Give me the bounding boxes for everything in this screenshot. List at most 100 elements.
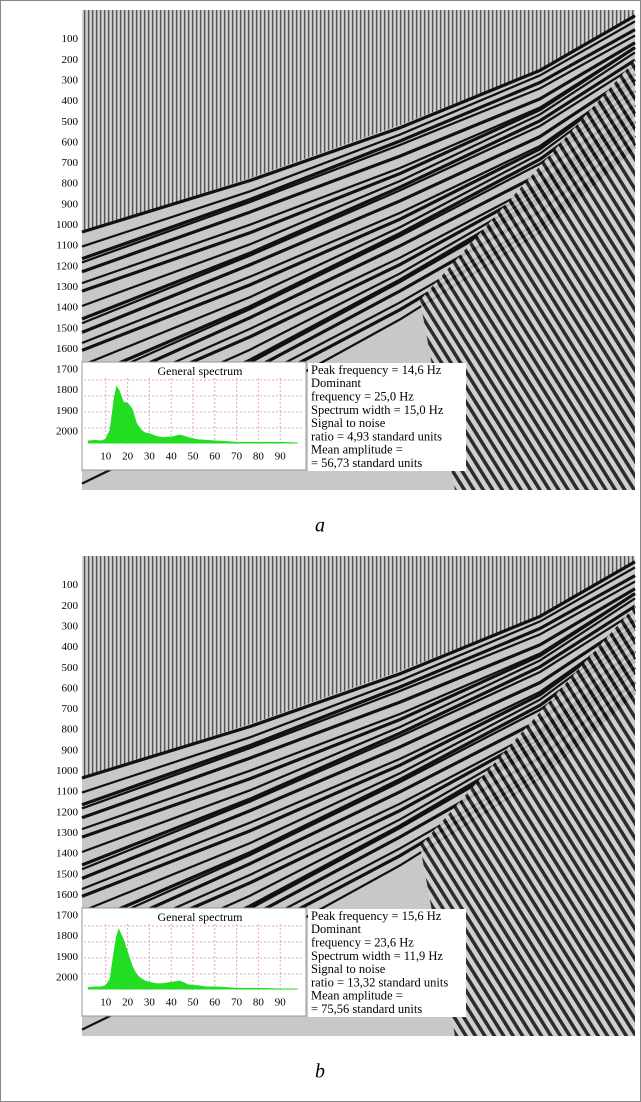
reflector [81,14,636,234]
depth-tick-label: 1100 [56,240,78,252]
depth-tick-label: 500 [62,116,79,128]
reflector [81,72,636,334]
reflector [81,51,636,308]
depth-tick-label: 1800 [56,930,79,942]
depth-tick-label: 1900 [56,951,79,963]
reflector [81,34,636,264]
dipping-events [420,60,635,490]
depth-tick-label: 100 [62,33,79,45]
reflector [81,628,636,913]
reflector [81,82,636,367]
stat-line: Dominant [311,922,362,936]
stat-line: frequency = 25,0 Hz [311,389,414,403]
stat-line: frequency = 23,6 Hz [311,935,414,949]
depth-tick-label: 500 [62,662,79,674]
reflector [81,592,636,839]
stat-line: Dominant [311,376,362,390]
dipping-events [420,606,635,1036]
x-tick-label: 70 [231,451,243,463]
depth-tick-label: 900 [62,744,79,756]
x-tick-label: 20 [122,997,134,1009]
reflector [81,58,636,321]
reflector [81,624,636,891]
spectrum-area [87,928,298,990]
depth-tick-label: 200 [62,600,79,612]
depth-tick-label: 1800 [56,384,79,396]
depth-tick-label: 600 [62,682,79,694]
caption: b [315,1061,325,1083]
spectrum-title: General spectrum [158,364,244,378]
reflector [81,28,636,261]
depth-tick-label: 1500 [56,868,79,880]
reflector [81,604,636,867]
x-tick-label: 10 [100,451,112,463]
depth-tick-label: 400 [62,95,79,107]
depth-tick-label: 1200 [56,806,79,818]
x-tick-label: 50 [188,997,200,1009]
depth-tick-label: 1100 [56,786,78,798]
x-tick-label: 90 [275,997,287,1009]
reflector [81,65,636,325]
depth-tick-label: 800 [62,178,79,190]
depth-tick-label: 400 [62,641,79,653]
stat-line: Spectrum width = 11,9 Hz [311,949,443,963]
stat-line: Peak frequency = 14,6 Hz [311,363,442,377]
depth-tick-label: 1000 [56,765,79,777]
reflector [81,574,636,807]
reflector [81,41,636,274]
depth-tick-label: 1900 [56,405,79,417]
stat-line: Spectrum width = 15,0 Hz [311,403,444,417]
stat-line: Signal to noise [311,416,386,430]
x-tick-label: 30 [144,997,156,1009]
depth-tick-label: 600 [62,136,79,148]
depth-tick-label: 700 [62,703,79,715]
depth-tick-label: 1500 [56,322,79,334]
stat-line: Signal to noise [311,962,386,976]
x-tick-label: 50 [188,451,200,463]
reflector [81,46,636,293]
x-tick-label: 80 [253,997,265,1009]
stats-box [308,909,466,1017]
reflector [81,580,636,810]
spectrum-title: General spectrum [158,910,244,924]
depth-tick-label: 2000 [56,972,79,984]
x-tick-label: 30 [144,451,156,463]
caption: a [315,515,325,537]
depth-tick-label: 100 [62,579,79,591]
reflector [81,597,636,854]
x-tick-label: 70 [231,997,243,1009]
depth-tick-label: 300 [62,620,79,632]
reflector [81,78,636,352]
x-tick-label: 40 [166,997,178,1009]
stat-line: = 75,56 standard units [311,1002,422,1016]
depth-tick-label: 300 [62,74,79,86]
x-tick-label: 60 [209,451,221,463]
depth-tick-label: 2000 [56,426,79,438]
depth-tick-label: 200 [62,54,79,66]
reflector [81,20,636,248]
depth-tick-label: 1300 [56,281,79,293]
depth-tick-label: 1400 [56,302,79,314]
depth-tick-label: 900 [62,198,79,210]
reflector [81,78,636,345]
x-tick-label: 20 [122,451,134,463]
depth-tick-label: 1000 [56,219,79,231]
stat-line: = 56,73 standard units [311,456,422,470]
stat-line: ratio = 4,93 standard units [311,429,442,443]
x-tick-label: 90 [275,451,287,463]
x-tick-label: 60 [209,997,221,1009]
depth-tick-label: 1200 [56,260,79,272]
depth-tick-label: 1600 [56,889,79,901]
x-tick-label: 10 [100,997,112,1009]
reflector [81,560,636,780]
reflector [81,611,636,871]
stat-line: Mean amplitude = [311,443,403,457]
depth-tick-label: 1400 [56,848,79,860]
stat-line: Peak frequency = 15,6 Hz [311,909,442,923]
depth-tick-label: 700 [62,157,79,169]
stat-line: ratio = 13,32 standard units [311,975,448,989]
stats-box [308,363,466,471]
depth-tick-label: 1300 [56,827,79,839]
depth-tick-label: 1700 [56,364,79,376]
